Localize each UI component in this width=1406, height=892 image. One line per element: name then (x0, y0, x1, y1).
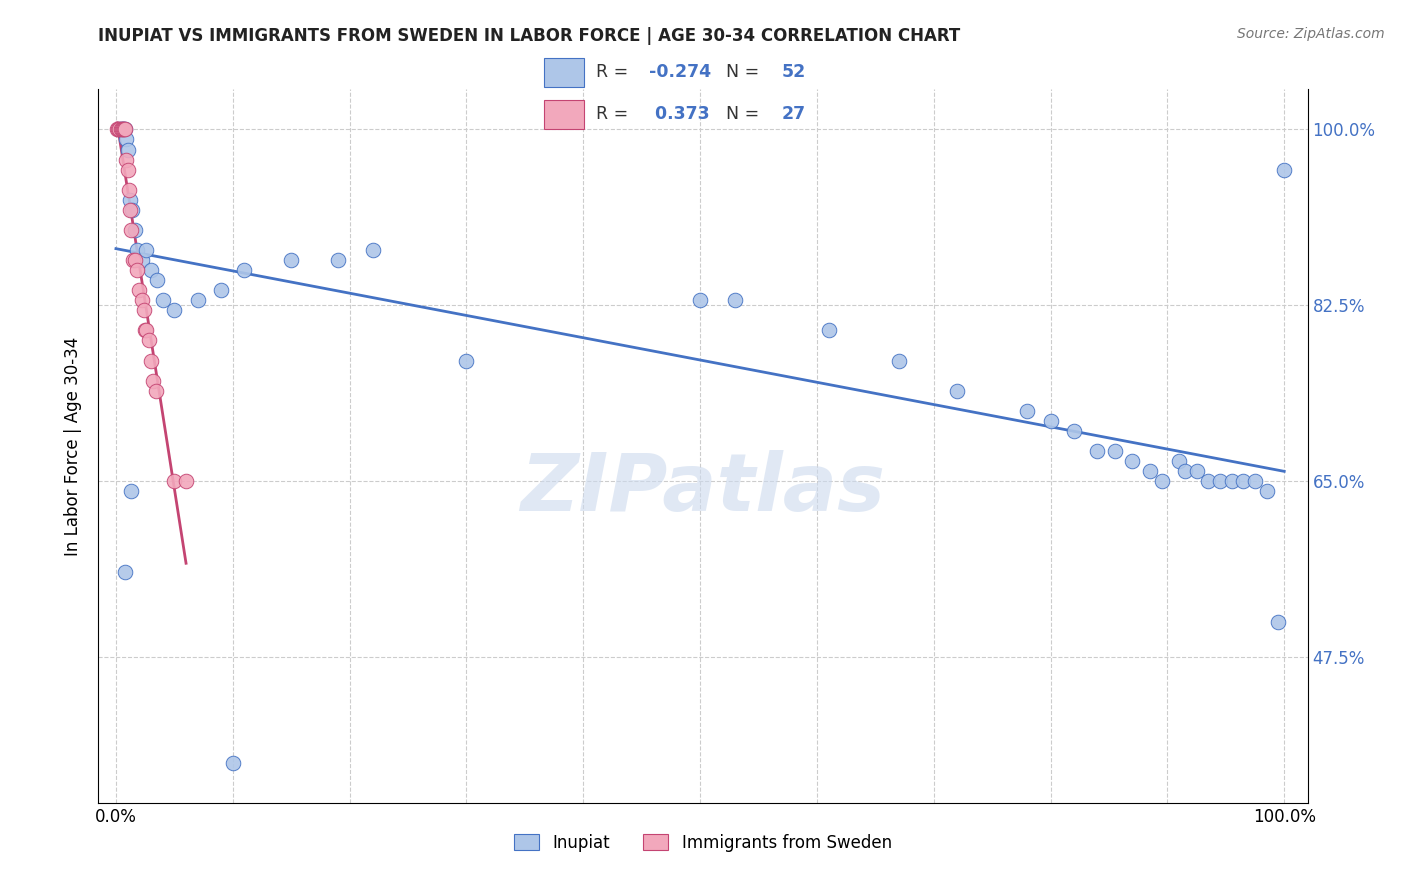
Point (1174, 464, 1197, 478)
Point (134, 323, 156, 337)
Point (1272, 162, 1295, 177)
Text: R =: R = (596, 105, 634, 123)
Point (111, 122, 134, 136)
Point (145, 384, 167, 398)
Bar (544, 58, 583, 87)
Point (1267, 615, 1289, 629)
Point (132, 303, 155, 318)
Point (1185, 464, 1208, 478)
Point (122, 253, 145, 268)
Point (280, 253, 302, 268)
Point (1121, 454, 1143, 468)
Point (724, 293, 747, 308)
Point (117, 143, 139, 157)
Point (187, 293, 209, 308)
Point (1039, 414, 1062, 428)
Point (110, 122, 132, 136)
Point (1209, 474, 1232, 488)
Point (152, 293, 174, 308)
Text: INUPIAT VS IMMIGRANTS FROM SWEDEN IN LABOR FORCE | AGE 30-34 CORRELATION CHART: INUPIAT VS IMMIGRANTS FROM SWEDEN IN LAB… (98, 27, 960, 45)
Text: -0.274: -0.274 (648, 63, 711, 81)
Bar (544, 100, 583, 129)
Point (125, 263, 148, 277)
Point (209, 283, 232, 297)
Text: 52: 52 (782, 63, 806, 81)
Point (112, 122, 135, 136)
Point (131, 293, 153, 308)
Point (1168, 454, 1191, 468)
Text: Source: ZipAtlas.com: Source: ZipAtlas.com (1237, 27, 1385, 41)
Point (887, 353, 910, 368)
Text: R =: R = (596, 63, 634, 81)
Point (128, 283, 150, 297)
Point (146, 273, 169, 287)
Point (135, 243, 157, 257)
Point (1220, 474, 1243, 488)
Point (1063, 424, 1085, 438)
Point (1139, 464, 1161, 478)
Point (1104, 444, 1126, 458)
Point (1197, 474, 1219, 488)
Point (163, 303, 186, 318)
Point (139, 353, 162, 368)
Point (110, 122, 132, 136)
Point (118, 183, 141, 197)
Point (233, 263, 256, 277)
Point (115, 132, 138, 146)
Text: N =: N = (725, 105, 765, 123)
Point (1256, 484, 1278, 499)
Point (108, 122, 131, 136)
Text: 27: 27 (782, 105, 806, 123)
Point (361, 243, 384, 257)
Point (120, 223, 142, 237)
Point (174, 474, 197, 488)
Point (326, 253, 349, 268)
Point (131, 253, 153, 268)
Point (118, 193, 141, 207)
Point (124, 253, 146, 268)
Point (689, 293, 711, 308)
Point (1244, 474, 1267, 488)
Point (1085, 444, 1108, 458)
Point (139, 263, 162, 277)
Point (946, 384, 969, 398)
Point (120, 484, 142, 499)
Point (108, 122, 131, 136)
Y-axis label: In Labor Force | Age 30-34: In Labor Force | Age 30-34 (65, 336, 83, 556)
Point (115, 153, 138, 167)
Point (163, 474, 186, 488)
Point (107, 122, 129, 136)
Text: ZIPatlas: ZIPatlas (520, 450, 886, 528)
Point (112, 122, 135, 136)
Point (111, 122, 134, 136)
Point (125, 243, 148, 257)
Point (111, 122, 134, 136)
Text: 0.373: 0.373 (648, 105, 710, 123)
Point (117, 162, 139, 177)
Point (138, 334, 160, 348)
Point (817, 323, 839, 337)
Point (456, 353, 478, 368)
Point (114, 122, 136, 136)
Point (121, 202, 143, 217)
Point (1232, 474, 1254, 488)
Text: N =: N = (725, 63, 765, 81)
Point (1017, 404, 1039, 418)
Point (114, 122, 136, 136)
Point (222, 756, 245, 770)
Point (124, 223, 146, 237)
Legend: Inupiat, Immigrants from Sweden: Inupiat, Immigrants from Sweden (508, 828, 898, 859)
Point (105, 122, 128, 136)
Point (114, 565, 136, 579)
Point (118, 202, 141, 217)
Point (135, 323, 157, 337)
Point (111, 122, 134, 136)
Point (142, 374, 165, 388)
Point (1150, 474, 1173, 488)
